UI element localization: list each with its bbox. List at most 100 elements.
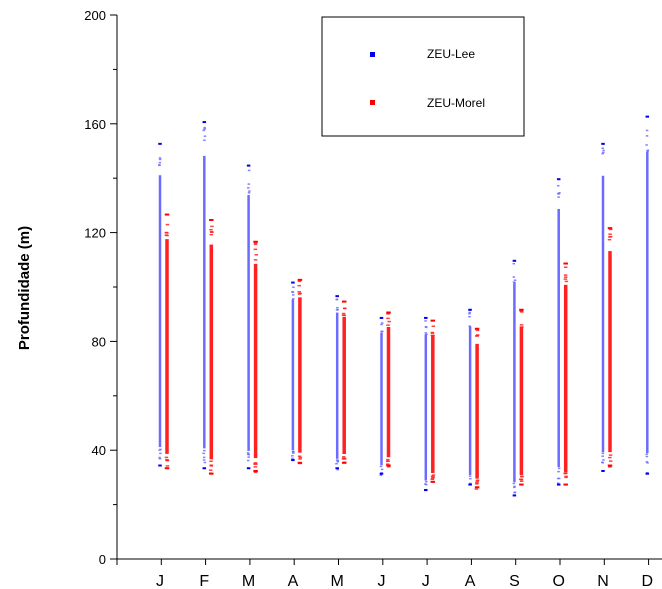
sample-point xyxy=(468,475,472,477)
range-bar xyxy=(519,326,524,475)
sample-point xyxy=(335,298,338,301)
y-tick-label: 80 xyxy=(92,334,106,349)
sample-point xyxy=(424,325,428,328)
sample-point xyxy=(564,476,568,479)
sample-point xyxy=(563,266,568,268)
series-zeu-morel xyxy=(164,213,613,490)
sample-point xyxy=(602,459,605,461)
sample-point xyxy=(246,459,250,462)
sample-point xyxy=(209,460,213,463)
sample-point xyxy=(645,135,649,137)
sample-point xyxy=(379,474,383,477)
range-min-marker xyxy=(379,472,384,475)
x-tick-label: D xyxy=(642,573,654,589)
sample-point xyxy=(247,183,251,185)
sample-point xyxy=(557,477,561,480)
sample-point xyxy=(519,478,524,481)
sample-point xyxy=(386,463,390,465)
range-min-marker xyxy=(297,461,303,464)
x-tick-label: M xyxy=(331,573,344,589)
sample-point xyxy=(601,455,604,457)
sample-point xyxy=(379,465,383,468)
x-tick-label: O xyxy=(552,573,564,589)
sample-point xyxy=(165,232,169,234)
range-min-marker xyxy=(519,483,524,486)
x-tick-label: J xyxy=(422,573,430,589)
x-tick-label: M xyxy=(242,573,255,589)
sample-point xyxy=(386,324,390,326)
sample-point xyxy=(475,479,480,482)
sample-point xyxy=(247,192,251,194)
sample-point xyxy=(254,254,259,256)
range-max-marker xyxy=(335,295,339,298)
sample-point xyxy=(209,229,213,231)
sample-point xyxy=(335,462,338,465)
sample-point xyxy=(646,150,649,152)
sample-point xyxy=(424,332,428,334)
sample-point xyxy=(203,449,206,452)
range-max-marker xyxy=(341,300,347,303)
y-tick-label: 160 xyxy=(84,117,106,132)
sample-point xyxy=(601,152,604,155)
sample-point xyxy=(247,187,250,189)
sample-point xyxy=(158,164,161,167)
sample-point xyxy=(253,248,258,251)
range-bar xyxy=(247,195,250,451)
sample-point xyxy=(645,455,649,458)
range-bar xyxy=(380,332,383,466)
range-min-marker xyxy=(209,472,214,475)
sample-point xyxy=(468,315,471,318)
y-axis-title: Profundidade (m) xyxy=(16,226,33,350)
sample-point xyxy=(557,192,560,195)
range-max-marker xyxy=(164,213,170,216)
range-min-marker xyxy=(607,464,613,467)
sample-point xyxy=(159,448,162,451)
legend-label-zeu-morel: ZEU-Morel xyxy=(427,96,485,110)
range-max-marker xyxy=(519,308,524,311)
sample-point xyxy=(556,184,560,187)
sample-point xyxy=(253,466,258,468)
range-min-marker xyxy=(512,494,517,497)
sample-point xyxy=(210,225,214,228)
sample-point xyxy=(253,463,257,465)
sample-point xyxy=(158,161,162,164)
series-zeu-lee xyxy=(158,115,650,497)
range-bar xyxy=(342,316,346,455)
sample-point xyxy=(646,462,649,464)
sample-point xyxy=(601,461,604,464)
x-tick-label: J xyxy=(378,573,386,589)
sample-point xyxy=(336,306,339,309)
sample-point xyxy=(253,471,258,474)
sample-point xyxy=(203,128,206,130)
sample-point xyxy=(203,126,206,129)
range-max-marker xyxy=(424,316,428,319)
sample-point xyxy=(556,482,560,484)
sample-point xyxy=(519,324,524,326)
range-min-marker xyxy=(253,469,258,472)
legend-marker-zeu-morel xyxy=(370,100,375,105)
sample-point xyxy=(387,466,391,468)
range-min-marker xyxy=(386,464,391,467)
sample-point xyxy=(513,485,516,488)
sample-point xyxy=(341,312,346,315)
legend-marker-zeu-lee xyxy=(370,52,375,57)
sample-point xyxy=(291,291,295,294)
range-bar xyxy=(253,263,258,459)
sample-point xyxy=(513,279,517,281)
sample-point xyxy=(475,480,480,482)
sample-point xyxy=(158,456,161,459)
sample-point xyxy=(247,456,250,458)
sample-point xyxy=(475,483,479,485)
sample-point xyxy=(475,335,479,337)
sample-point xyxy=(386,317,390,320)
range-min-marker xyxy=(246,467,251,470)
sample-point xyxy=(468,312,471,315)
sample-point xyxy=(513,282,516,284)
range-max-marker xyxy=(209,219,214,221)
sample-point xyxy=(608,454,613,456)
sample-point xyxy=(607,238,612,241)
range-bar xyxy=(165,239,169,454)
range-max-marker xyxy=(253,240,258,243)
sample-point xyxy=(645,453,648,455)
